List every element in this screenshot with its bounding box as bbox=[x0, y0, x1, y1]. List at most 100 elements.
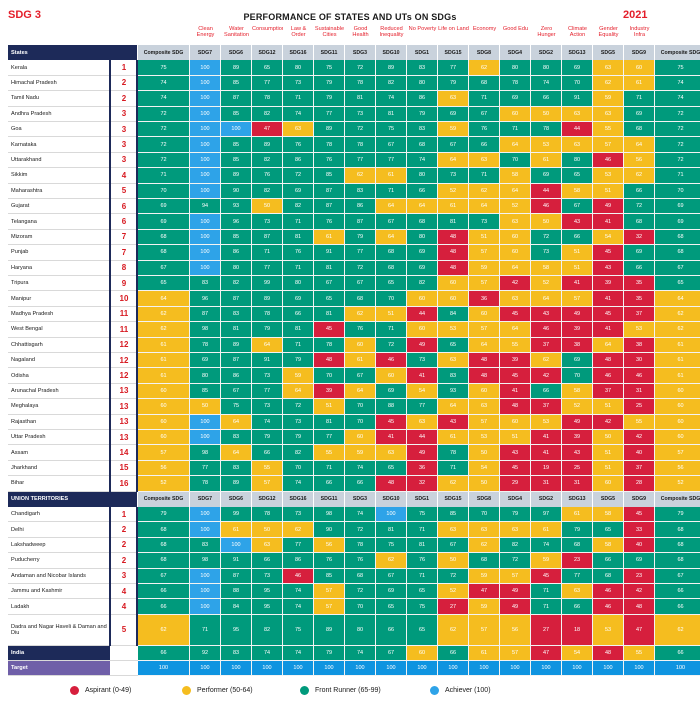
data-cell: 63 bbox=[500, 291, 531, 307]
data-cell: 61 bbox=[655, 368, 700, 384]
data-cell: 64 bbox=[438, 152, 469, 169]
data-cell: 81 bbox=[376, 106, 407, 122]
column-header: Composite SDG bbox=[138, 491, 190, 507]
data-cell: 73 bbox=[283, 507, 314, 523]
data-cell: 72 bbox=[283, 399, 314, 415]
data-cell: 69 bbox=[624, 245, 655, 261]
data-cell: 100 bbox=[138, 661, 190, 677]
data-cell: 63 bbox=[562, 106, 593, 122]
data-cell: 76 bbox=[345, 553, 376, 569]
data-cell: 72 bbox=[438, 568, 469, 584]
column-header: SDG3 bbox=[345, 491, 376, 507]
data-cell: 37 bbox=[531, 337, 562, 353]
data-cell: 37 bbox=[624, 306, 655, 323]
data-cell: 84 bbox=[438, 306, 469, 323]
row-name: Uttar Pradesh bbox=[8, 430, 110, 446]
data-cell: 58 bbox=[593, 537, 624, 554]
data-cell: 39 bbox=[562, 430, 593, 446]
row-rank: 13 bbox=[110, 383, 138, 400]
chart-title: PERFORMANCE OF STATES AND UTs ON SDGs bbox=[243, 12, 457, 22]
data-cell: 50 bbox=[190, 399, 221, 415]
data-cell: 86 bbox=[345, 199, 376, 215]
data-cell: 63 bbox=[469, 522, 500, 538]
row-rank: 16 bbox=[110, 476, 138, 492]
data-cell: 68 bbox=[469, 553, 500, 569]
data-cell: 69 bbox=[283, 291, 314, 307]
data-cell: 57 bbox=[469, 322, 500, 338]
row-rank: 3 bbox=[110, 152, 138, 169]
data-cell: 66 bbox=[407, 183, 438, 199]
data-cell: 65 bbox=[655, 276, 700, 292]
data-cell: 66 bbox=[283, 306, 314, 323]
row-rank: 6 bbox=[110, 199, 138, 215]
column-header: SDG5 bbox=[593, 45, 624, 61]
data-cell: 100 bbox=[221, 122, 252, 138]
data-cell: 91 bbox=[221, 553, 252, 569]
data-cell: 50 bbox=[531, 106, 562, 122]
data-cell: 95 bbox=[221, 614, 252, 646]
data-cell: 41 bbox=[407, 368, 438, 384]
data-cell: 25 bbox=[624, 399, 655, 415]
data-cell: 72 bbox=[345, 60, 376, 76]
data-cell: 60 bbox=[345, 430, 376, 446]
data-cell: 62 bbox=[531, 353, 562, 369]
data-cell: 93 bbox=[438, 383, 469, 400]
data-cell: 66 bbox=[314, 476, 345, 492]
data-cell: 41 bbox=[593, 291, 624, 307]
data-cell: 98 bbox=[190, 445, 221, 461]
data-cell: 83 bbox=[221, 306, 252, 323]
data-cell: 75 bbox=[376, 537, 407, 554]
data-cell: 57 bbox=[593, 137, 624, 153]
column-header: SDG6 bbox=[221, 45, 252, 61]
column-header: SDG7 bbox=[190, 45, 221, 61]
data-cell: 57 bbox=[469, 276, 500, 292]
data-cell: 53 bbox=[438, 322, 469, 338]
data-cell: 89 bbox=[252, 137, 283, 153]
row-name: Himachal Pradesh bbox=[8, 75, 110, 92]
data-cell: 63 bbox=[500, 214, 531, 230]
data-cell: 79 bbox=[438, 75, 469, 92]
column-header: Composite SDG bbox=[138, 45, 190, 61]
data-cell: 74 bbox=[655, 91, 700, 107]
column-header: SDG9 bbox=[624, 491, 655, 507]
data-cell: 81 bbox=[345, 91, 376, 107]
row-name: Odisha bbox=[8, 368, 110, 384]
data-cell: 100 bbox=[190, 599, 221, 615]
data-cell: 62 bbox=[345, 306, 376, 323]
data-cell: 100 bbox=[190, 60, 221, 76]
row-name: Jammu and Kashmir bbox=[8, 584, 110, 600]
data-cell: 59 bbox=[469, 260, 500, 276]
data-cell: 71 bbox=[624, 91, 655, 107]
data-cell: 57 bbox=[500, 645, 531, 661]
data-cell: 73 bbox=[438, 168, 469, 184]
data-cell: 63 bbox=[593, 60, 624, 76]
row-rank: 4 bbox=[110, 168, 138, 184]
row-name: Rajasthan bbox=[8, 414, 110, 430]
data-cell: 66 bbox=[376, 614, 407, 646]
data-cell: 80 bbox=[345, 614, 376, 646]
data-cell: 59 bbox=[283, 368, 314, 384]
data-cell: 57 bbox=[314, 599, 345, 615]
column-description: No Poverty bbox=[408, 26, 437, 32]
column-header: SDG6 bbox=[221, 491, 252, 507]
data-cell: 95 bbox=[252, 584, 283, 600]
row-rank: 11 bbox=[110, 322, 138, 338]
data-cell: 89 bbox=[221, 168, 252, 184]
row-rank: 11 bbox=[110, 306, 138, 323]
data-cell: 66 bbox=[469, 137, 500, 153]
data-cell: 91 bbox=[252, 353, 283, 369]
data-cell: 80 bbox=[407, 75, 438, 92]
data-cell: 72 bbox=[655, 152, 700, 169]
data-cell: 78 bbox=[500, 75, 531, 92]
row-rank: 2 bbox=[110, 553, 138, 569]
data-cell: 39 bbox=[593, 276, 624, 292]
section-header: States bbox=[8, 45, 138, 61]
data-cell: 72 bbox=[655, 106, 700, 122]
data-cell: 81 bbox=[283, 229, 314, 246]
data-cell: 66 bbox=[252, 553, 283, 569]
data-cell: 50 bbox=[469, 445, 500, 461]
data-cell: 71 bbox=[531, 599, 562, 615]
column-description: Reduced Inequality bbox=[379, 26, 404, 38]
data-cell: 71 bbox=[407, 522, 438, 538]
row-name: India bbox=[8, 645, 110, 661]
